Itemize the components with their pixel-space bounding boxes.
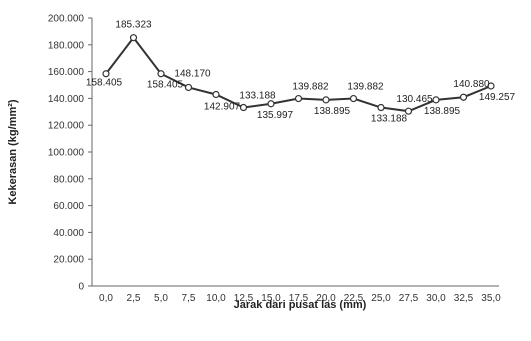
data-point bbox=[239, 103, 248, 112]
data-label: 139.882 bbox=[347, 82, 384, 93]
x-tick-label: 12,5 bbox=[234, 293, 254, 304]
data-point bbox=[294, 94, 303, 103]
data-label: 140.880 bbox=[453, 79, 490, 90]
y-tick-label: 180.000 bbox=[48, 40, 85, 51]
data-label: 185.323 bbox=[115, 20, 152, 31]
data-point bbox=[157, 70, 165, 78]
data-label: 130.465 bbox=[396, 94, 433, 105]
data-point bbox=[349, 94, 358, 103]
x-tick-label: 30,0 bbox=[426, 293, 446, 304]
x-tick-label: 25,0 bbox=[371, 293, 391, 304]
chart-axes bbox=[91, 18, 499, 287]
y-axis-title: Kekerasan (kg/mm²) bbox=[7, 99, 19, 204]
x-tick-label: 32,5 bbox=[454, 293, 474, 304]
data-point bbox=[129, 34, 138, 42]
data-label: 142.907 bbox=[204, 102, 241, 113]
y-tick-label: 0 bbox=[78, 282, 84, 293]
x-tick-label: 2,5 bbox=[127, 293, 141, 304]
data-point bbox=[377, 103, 385, 112]
y-tick-label: 120.000 bbox=[48, 121, 85, 132]
data-label: 138.895 bbox=[424, 106, 461, 117]
data-point bbox=[487, 82, 495, 90]
data-point bbox=[322, 96, 330, 104]
data-point bbox=[404, 107, 413, 115]
data-label: 158.405 bbox=[147, 80, 184, 91]
data-point bbox=[212, 90, 220, 99]
x-tick-label: 10,0 bbox=[206, 293, 226, 304]
data-label: 138.895 bbox=[314, 106, 351, 117]
data-labels: 158.405185.323158.405148.170142.907133.1… bbox=[86, 20, 516, 125]
x-tick-label: 17,5 bbox=[289, 293, 309, 304]
data-label: 133.188 bbox=[371, 114, 408, 125]
x-tick-labels: 0,0 2,5 5,0 7,5 10,0 12,5 15,0 17,5 20,0 22,5 25,0… bbox=[99, 293, 501, 304]
series-group bbox=[102, 34, 495, 115]
data-point bbox=[184, 83, 193, 92]
y-tick-label: 60.000 bbox=[53, 201, 84, 212]
y-tick-label: 140.000 bbox=[48, 94, 85, 105]
x-tick-label: 22,5 bbox=[344, 293, 364, 304]
x-axis-title: Jarak dari pusat las (mm) bbox=[234, 299, 367, 311]
data-point bbox=[102, 70, 110, 78]
x-tick-label: 0,0 bbox=[99, 293, 113, 304]
x-tick-label: 20,0 bbox=[316, 293, 336, 304]
y-tick-label: 20.000 bbox=[53, 255, 84, 266]
x-tick-label: 5,0 bbox=[154, 293, 168, 304]
y-tick-label: 160.000 bbox=[48, 67, 85, 78]
y-tick-label: 100.000 bbox=[48, 148, 85, 159]
data-label: 148.170 bbox=[174, 68, 211, 79]
data-label: 139.882 bbox=[292, 82, 329, 93]
y-tick-labels: 0 20.000 40.000 60.000 80.000 100.000 120.000 1… bbox=[48, 14, 92, 293]
data-point bbox=[432, 96, 440, 104]
x-tick-label: 35,0 bbox=[481, 293, 501, 304]
y-tick-label: 40.000 bbox=[53, 228, 84, 239]
y-tick-label: 80.000 bbox=[53, 174, 84, 185]
x-tick-label: 7,5 bbox=[182, 293, 196, 304]
data-point bbox=[267, 100, 275, 108]
y-tick-label: 200.000 bbox=[48, 14, 85, 25]
x-tick-label: 15,0 bbox=[261, 293, 281, 304]
data-label: 149.257 bbox=[479, 92, 516, 103]
data-label: 158.405 bbox=[86, 78, 123, 89]
data-label: 135.997 bbox=[257, 110, 294, 121]
x-tick-label: 27,5 bbox=[399, 293, 419, 304]
data-label: 133.188 bbox=[239, 91, 276, 102]
data-point bbox=[459, 93, 468, 101]
